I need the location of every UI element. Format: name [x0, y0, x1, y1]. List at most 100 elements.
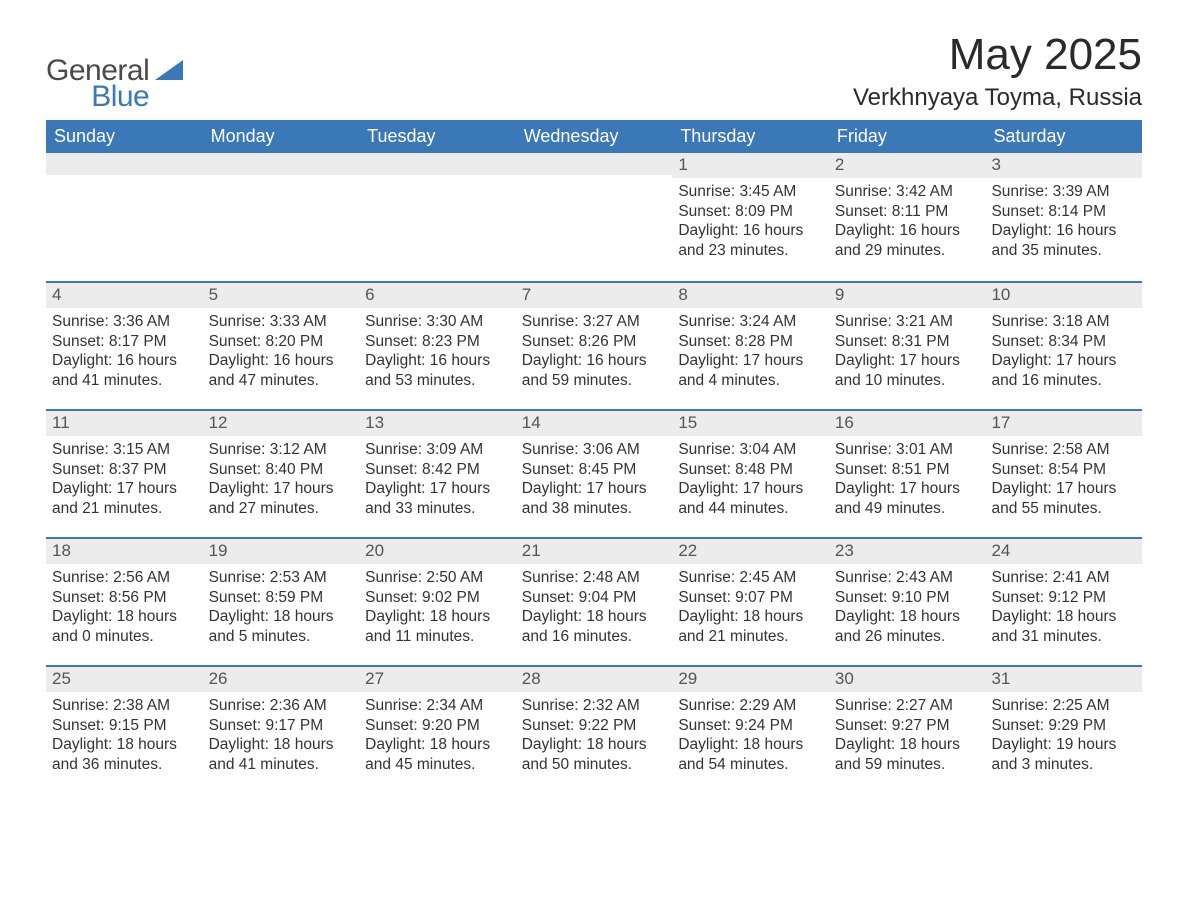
- sunset-text: Sunset: 8:37 PM: [52, 460, 197, 480]
- day-cell: 12Sunrise: 3:12 AMSunset: 8:40 PMDayligh…: [203, 411, 360, 537]
- day-body: Sunrise: 2:34 AMSunset: 9:20 PMDaylight:…: [359, 692, 516, 785]
- daylight-text: Daylight: 18 hours and 59 minutes.: [835, 735, 980, 775]
- sunset-text: Sunset: 8:26 PM: [522, 332, 667, 352]
- sunset-text: Sunset: 9:20 PM: [365, 716, 510, 736]
- daylight-text: Daylight: 18 hours and 36 minutes.: [52, 735, 197, 775]
- day-number: 21: [516, 539, 673, 564]
- sunset-text: Sunset: 9:10 PM: [835, 588, 980, 608]
- sunset-text: Sunset: 8:56 PM: [52, 588, 197, 608]
- sunset-text: Sunset: 8:42 PM: [365, 460, 510, 480]
- day-number: 31: [985, 667, 1142, 692]
- day-number: 3: [985, 153, 1142, 178]
- day-number: 19: [203, 539, 360, 564]
- empty-day-cell: [46, 153, 203, 281]
- sunrise-text: Sunrise: 3:27 AM: [522, 312, 667, 332]
- day-number: 15: [672, 411, 829, 436]
- weeks-container: 1Sunrise: 3:45 AMSunset: 8:09 PMDaylight…: [46, 153, 1142, 793]
- day-body: Sunrise: 3:12 AMSunset: 8:40 PMDaylight:…: [203, 436, 360, 529]
- day-body: Sunrise: 3:42 AMSunset: 8:11 PMDaylight:…: [829, 178, 986, 271]
- sunrise-text: Sunrise: 2:48 AM: [522, 568, 667, 588]
- day-number: 28: [516, 667, 673, 692]
- day-cell: 4Sunrise: 3:36 AMSunset: 8:17 PMDaylight…: [46, 283, 203, 409]
- day-cell: 11Sunrise: 3:15 AMSunset: 8:37 PMDayligh…: [46, 411, 203, 537]
- day-body: Sunrise: 3:39 AMSunset: 8:14 PMDaylight:…: [985, 178, 1142, 271]
- daylight-text: Daylight: 18 hours and 5 minutes.: [209, 607, 354, 647]
- day-body: Sunrise: 2:32 AMSunset: 9:22 PMDaylight:…: [516, 692, 673, 785]
- sunrise-text: Sunrise: 2:25 AM: [991, 696, 1136, 716]
- daylight-text: Daylight: 17 hours and 27 minutes.: [209, 479, 354, 519]
- day-body: Sunrise: 3:30 AMSunset: 8:23 PMDaylight:…: [359, 308, 516, 401]
- sunset-text: Sunset: 9:27 PM: [835, 716, 980, 736]
- daylight-text: Daylight: 18 hours and 31 minutes.: [991, 607, 1136, 647]
- empty-day-bar: [359, 153, 516, 175]
- empty-day-bar: [46, 153, 203, 175]
- sunset-text: Sunset: 9:22 PM: [522, 716, 667, 736]
- week-row: 11Sunrise: 3:15 AMSunset: 8:37 PMDayligh…: [46, 409, 1142, 537]
- daylight-text: Daylight: 18 hours and 11 minutes.: [365, 607, 510, 647]
- sunrise-text: Sunrise: 2:41 AM: [991, 568, 1136, 588]
- daylight-text: Daylight: 16 hours and 53 minutes.: [365, 351, 510, 391]
- day-number: 8: [672, 283, 829, 308]
- sunrise-text: Sunrise: 2:29 AM: [678, 696, 823, 716]
- day-cell: 17Sunrise: 2:58 AMSunset: 8:54 PMDayligh…: [985, 411, 1142, 537]
- day-body: Sunrise: 2:29 AMSunset: 9:24 PMDaylight:…: [672, 692, 829, 785]
- daylight-text: Daylight: 17 hours and 38 minutes.: [522, 479, 667, 519]
- day-body: Sunrise: 2:25 AMSunset: 9:29 PMDaylight:…: [985, 692, 1142, 785]
- sunrise-text: Sunrise: 2:50 AM: [365, 568, 510, 588]
- day-body: Sunrise: 2:56 AMSunset: 8:56 PMDaylight:…: [46, 564, 203, 657]
- day-cell: 5Sunrise: 3:33 AMSunset: 8:20 PMDaylight…: [203, 283, 360, 409]
- day-number: 17: [985, 411, 1142, 436]
- day-cell: 23Sunrise: 2:43 AMSunset: 9:10 PMDayligh…: [829, 539, 986, 665]
- day-cell: 21Sunrise: 2:48 AMSunset: 9:04 PMDayligh…: [516, 539, 673, 665]
- day-number: 22: [672, 539, 829, 564]
- weekday-cell: Saturday: [985, 120, 1142, 153]
- day-cell: 2Sunrise: 3:42 AMSunset: 8:11 PMDaylight…: [829, 153, 986, 281]
- sunrise-text: Sunrise: 3:09 AM: [365, 440, 510, 460]
- sunrise-text: Sunrise: 2:56 AM: [52, 568, 197, 588]
- empty-day-bar: [203, 153, 360, 175]
- day-cell: 6Sunrise: 3:30 AMSunset: 8:23 PMDaylight…: [359, 283, 516, 409]
- sunset-text: Sunset: 9:15 PM: [52, 716, 197, 736]
- sunrise-text: Sunrise: 2:45 AM: [678, 568, 823, 588]
- sunrise-text: Sunrise: 3:36 AM: [52, 312, 197, 332]
- sunrise-text: Sunrise: 3:42 AM: [835, 182, 980, 202]
- daylight-text: Daylight: 17 hours and 21 minutes.: [52, 479, 197, 519]
- day-number: 27: [359, 667, 516, 692]
- weekday-cell: Wednesday: [516, 120, 673, 153]
- day-number: 20: [359, 539, 516, 564]
- daylight-text: Daylight: 16 hours and 47 minutes.: [209, 351, 354, 391]
- day-body: Sunrise: 3:15 AMSunset: 8:37 PMDaylight:…: [46, 436, 203, 529]
- day-body: Sunrise: 3:18 AMSunset: 8:34 PMDaylight:…: [985, 308, 1142, 401]
- day-body: Sunrise: 2:27 AMSunset: 9:27 PMDaylight:…: [829, 692, 986, 785]
- sunrise-text: Sunrise: 3:45 AM: [678, 182, 823, 202]
- sunset-text: Sunset: 9:12 PM: [991, 588, 1136, 608]
- daylight-text: Daylight: 16 hours and 29 minutes.: [835, 221, 980, 261]
- day-number: 7: [516, 283, 673, 308]
- daylight-text: Daylight: 17 hours and 49 minutes.: [835, 479, 980, 519]
- daylight-text: Daylight: 16 hours and 23 minutes.: [678, 221, 823, 261]
- day-cell: 13Sunrise: 3:09 AMSunset: 8:42 PMDayligh…: [359, 411, 516, 537]
- day-number: 25: [46, 667, 203, 692]
- day-body: Sunrise: 3:06 AMSunset: 8:45 PMDaylight:…: [516, 436, 673, 529]
- empty-day-cell: [203, 153, 360, 281]
- location: Verkhnyaya Toyma, Russia: [853, 84, 1142, 112]
- header: General Blue May 2025 Verkhnyaya Toyma, …: [46, 30, 1142, 112]
- sunset-text: Sunset: 8:09 PM: [678, 202, 823, 222]
- day-cell: 28Sunrise: 2:32 AMSunset: 9:22 PMDayligh…: [516, 667, 673, 793]
- sunrise-text: Sunrise: 3:04 AM: [678, 440, 823, 460]
- logo: General Blue: [46, 30, 183, 112]
- day-number: 10: [985, 283, 1142, 308]
- week-row: 1Sunrise: 3:45 AMSunset: 8:09 PMDaylight…: [46, 153, 1142, 281]
- day-number: 11: [46, 411, 203, 436]
- daylight-text: Daylight: 18 hours and 50 minutes.: [522, 735, 667, 775]
- sunrise-text: Sunrise: 3:15 AM: [52, 440, 197, 460]
- daylight-text: Daylight: 16 hours and 35 minutes.: [991, 221, 1136, 261]
- day-number: 18: [46, 539, 203, 564]
- daylight-text: Daylight: 16 hours and 59 minutes.: [522, 351, 667, 391]
- day-body: Sunrise: 3:27 AMSunset: 8:26 PMDaylight:…: [516, 308, 673, 401]
- sunset-text: Sunset: 9:29 PM: [991, 716, 1136, 736]
- sunset-text: Sunset: 9:24 PM: [678, 716, 823, 736]
- weekday-cell: Monday: [203, 120, 360, 153]
- empty-day-cell: [516, 153, 673, 281]
- week-row: 18Sunrise: 2:56 AMSunset: 8:56 PMDayligh…: [46, 537, 1142, 665]
